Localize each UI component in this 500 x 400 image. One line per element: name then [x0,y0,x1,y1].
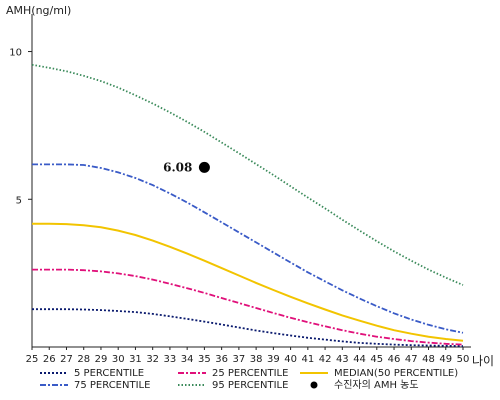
series-line-p25 [32,268,464,346]
series-line-p95 [31,63,464,286]
series-line-p50 [32,222,464,342]
x-tick-label: 50 [457,354,470,365]
y-tick-label: 5 [16,195,22,206]
x-tick-label: 46 [388,354,401,365]
x-tick-label: 43 [336,354,349,365]
x-tick-label: 45 [370,354,383,365]
legend-label-p75: 75 PERCENTILE [74,380,150,391]
x-tick-label: 48 [422,354,435,365]
x-tick-label: 31 [129,354,142,365]
x-tick-label: 44 [353,354,366,365]
x-tick-label: 28 [77,354,90,365]
x-tick-label: 37 [233,354,246,365]
legend-label-p50: MEDIAN(50 PERCENTILE) [334,368,458,379]
x-ticks: 25 26 27 28 29 30 31 32 33 34 35 36 37 38 39 40 41 42 43 44… [26,347,470,365]
legend-label-p5: 5 PERCENTILE [74,368,144,379]
x-tick-label: 34 [181,354,194,365]
x-tick-label: 25 [26,354,39,365]
x-tick-label: 39 [267,354,280,365]
y-axis-label: AMH(ng/ml) [6,4,71,17]
x-tick-label: 30 [112,354,125,365]
x-tick-label: 29 [95,354,108,365]
y-ticks: 5 10 [9,48,32,206]
axes [31,14,471,348]
series-line-p75 [32,163,464,334]
legend-label-p95: 95 PERCENTILE [212,380,288,391]
y-tick-label: 10 [9,48,22,59]
x-tick-label: 40 [284,354,297,365]
x-tick-label: 42 [319,354,332,365]
x-tick-label: 27 [60,354,73,365]
x-tick-label: 49 [439,354,452,365]
x-axis-label: 나이 [472,354,494,368]
x-tick-label: 41 [301,354,314,365]
x-tick-label: 33 [164,354,177,365]
x-tick-label: 36 [215,354,228,365]
highlight-point-marker [198,161,210,173]
series-lines [31,63,464,347]
legend-swatch-point [310,381,318,389]
x-tick-label: 26 [43,354,56,365]
legend-label-p25: 25 PERCENTILE [212,368,288,379]
x-tick-label: 35 [198,354,211,365]
highlight-group: 6.08 [163,160,210,174]
x-tick-label: 32 [146,354,159,365]
x-tick-label: 38 [250,354,263,365]
legend-label-point: 수진자의 AMH 농도 [334,379,419,391]
x-tick-label: 47 [405,354,418,365]
legend: 5 PERCENTILE 25 PERCENTILE MEDIAN(50 PERCE… [40,368,458,391]
highlight-point-label: 6.08 [163,160,192,174]
series-line-p5 [32,308,464,347]
